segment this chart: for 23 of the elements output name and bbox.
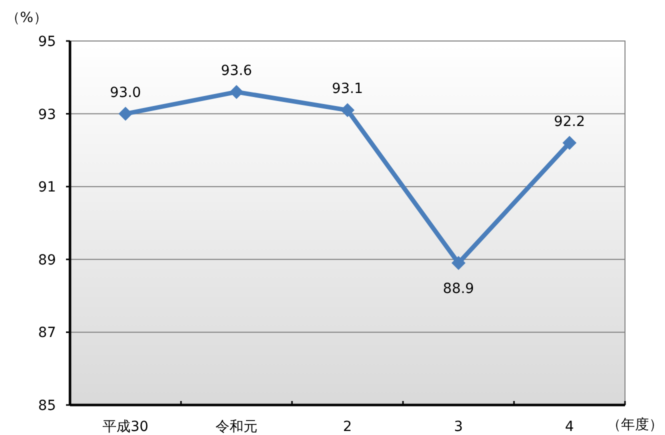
x-tick-label: 3 [454,419,463,435]
data-label: 93.1 [332,81,364,98]
y-tick-label: 87 [38,325,56,342]
y-axis-title: （%） [6,10,48,26]
point [562,136,576,150]
data-label: 92.2 [554,114,586,130]
point [452,256,466,270]
y-tick-label: 93 [38,106,56,123]
y-tick-label: 91 [38,180,56,196]
point [340,103,354,118]
point [118,106,132,121]
y-tick-label: 89 [38,252,56,268]
y-tick-label: 95 [38,34,56,50]
data-label: 88.9 [442,281,474,298]
x-tick-label: 平成30 [102,419,148,435]
data-label: 93.0 [110,84,142,101]
point [230,84,244,99]
data-label: 93.6 [220,62,252,79]
y-tick-label: 85 [38,398,56,414]
x-tick-label: 4 [565,419,574,435]
x-tick-label: 2 [343,419,352,435]
x-tick-label: 令和元 [216,419,258,435]
x-axis-title: （年度） [607,417,663,433]
